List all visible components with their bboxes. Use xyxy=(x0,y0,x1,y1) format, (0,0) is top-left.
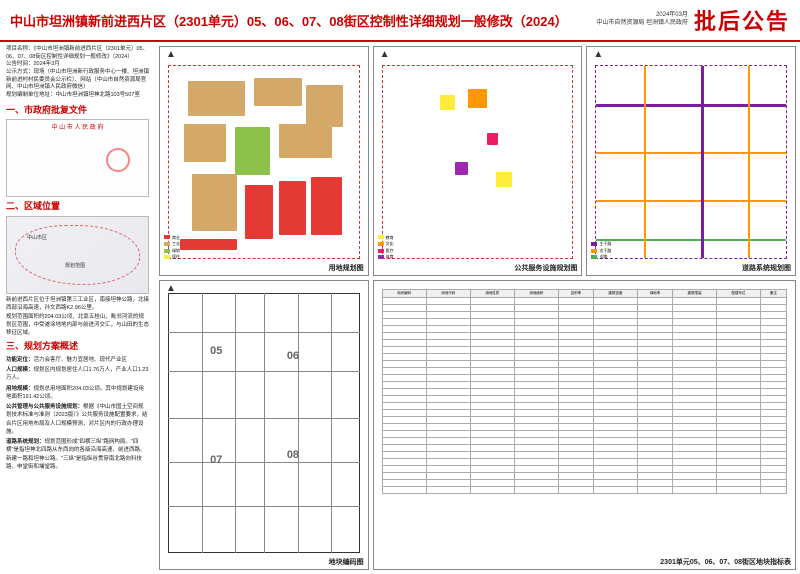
road-h xyxy=(596,104,786,107)
landuse-block xyxy=(254,78,301,107)
location-description: 新前进西片区位于坦洲镇第三工业区，南接坦神公路，北接西部沿海高速，孙文西路K2.… xyxy=(6,296,149,337)
doc-header: 中 山 市 人 民 政 府 xyxy=(7,120,148,132)
panel-roads: 主干路次干路支路 道路系统规划图 xyxy=(586,46,796,276)
landuse-block xyxy=(235,127,269,175)
map-label-area: 规划范围 xyxy=(65,263,85,270)
section-3-title: 三、规划方案概述 xyxy=(6,340,149,353)
panel-caption: 地块编码图 xyxy=(329,557,364,567)
panel-landuse: 商业工业绿地居住 用地规划图 xyxy=(159,46,369,276)
service-block xyxy=(487,133,498,145)
main-title: 中山市坦洲镇新前进西片区（2301单元）05、06、07、08街区控制性详细规划… xyxy=(10,11,596,30)
road-map xyxy=(595,65,787,259)
service-block xyxy=(440,95,455,110)
service-block xyxy=(468,89,487,108)
road-v xyxy=(644,66,646,258)
table: 地块编码用地代码用地性质用地面积容积率建筑密度绿地率建筑限高配建车位备注 xyxy=(382,289,787,494)
left-column: 项目名称：《中山市坦洲镇新前进西片区（2301单元）05、06、07、08街区控… xyxy=(0,42,155,574)
landuse-block xyxy=(311,177,341,235)
compass-icon xyxy=(378,51,392,65)
legend-row: 商业 xyxy=(164,235,214,241)
section-1-title: 一、市政府批复文件 xyxy=(6,104,149,117)
right-grid: 商业工业绿地居住 用地规划图 教育文化医疗体育 公共服务设施规划图 主干路次干路… xyxy=(155,42,800,574)
index-table: 地块编码用地代码用地性质用地面积容积率建筑密度绿地率建筑限高配建车位备注 xyxy=(382,289,787,561)
location-map: 中山市区 规划范围 xyxy=(6,216,149,294)
header-meta: 2024年03月 中山市自然资源局 坦洲镇人民政府 xyxy=(596,12,688,28)
legend-row: 绿地 xyxy=(164,248,214,254)
landuse-block xyxy=(184,124,226,162)
panel-caption: 道路系统规划图 xyxy=(742,263,791,273)
panel-caption: 用地规划图 xyxy=(329,263,364,273)
pubserv-legend: 教育文化医疗体育 xyxy=(378,234,428,261)
panel-index-table: 地块编码用地代码用地性质用地面积容积率建筑密度绿地率建筑限高配建车位备注 xyxy=(373,280,796,570)
legend-row: 工业 xyxy=(164,241,214,247)
legend-row: 支路 xyxy=(591,254,641,260)
body: 项目名称：《中山市坦洲镇新前进西片区（2301单元）05、06、07、08街区控… xyxy=(0,42,800,574)
landuse-legend: 商业工业绿地居住 xyxy=(164,234,214,261)
landuse-block xyxy=(188,81,245,116)
panel-public-service: 教育文化医疗体育 公共服务设施规划图 xyxy=(373,46,583,276)
parcel-map: 05 06 07 08 xyxy=(168,293,360,553)
section-2-title: 二、区域位置 xyxy=(6,200,149,213)
service-block xyxy=(455,162,468,175)
landuse-map xyxy=(168,65,360,259)
parcel-grid xyxy=(168,293,360,553)
landuse-block xyxy=(279,181,306,235)
para-landarea: 用地规模：规划总用地面积204.03公顷。其中规划建设用地面积191.42公顷。 xyxy=(6,385,149,402)
panel-parcel-code: 05 06 07 08 地块编码图 xyxy=(159,280,369,570)
pubserv-map xyxy=(382,65,574,259)
announcement-badge: 批后公告 xyxy=(694,4,790,36)
para-function: 功能定位：活力会客厅、魅力宜居地、现代产业区 xyxy=(6,356,149,364)
service-block xyxy=(496,172,511,187)
header: 中山市坦洲镇新前进西片区（2301单元）05、06、07、08街区控制性详细规划… xyxy=(0,0,800,42)
parcel-05: 05 xyxy=(210,345,222,357)
legend-row: 教育 xyxy=(378,235,428,241)
meta-org: 中山市自然资源局 坦洲镇人民政府 xyxy=(596,20,688,28)
legend-row: 文化 xyxy=(378,241,428,247)
meta-date: 2024年03月 xyxy=(596,12,688,20)
legend-row: 体育 xyxy=(378,254,428,260)
landuse-block xyxy=(192,174,238,232)
landuse-block xyxy=(279,124,332,159)
legend-row: 次干路 xyxy=(591,248,641,254)
legend-row: 居住 xyxy=(164,254,214,260)
compass-icon xyxy=(164,51,178,65)
road-h xyxy=(596,152,786,154)
official-seal-icon xyxy=(106,148,130,172)
panel-caption: 2301单元05、06、07、08街区地块指标表 xyxy=(660,557,791,567)
para-public: 公共管理与公共服务设施规划：根据《中山市国土空间规划技术标准与准则（2023版）… xyxy=(6,403,149,436)
landuse-block xyxy=(306,85,344,127)
parcel-06: 06 xyxy=(287,350,299,362)
para-roads: 道路系统规划：规划范围形成"四横三纵"路网构局。"四横"是指坦神北四路从东西向的… xyxy=(6,438,149,471)
road-legend: 主干路次干路支路 xyxy=(591,240,641,261)
road-v xyxy=(748,66,750,258)
road-v xyxy=(701,66,704,258)
legend-row: 主干路 xyxy=(591,241,641,247)
parcel-08: 08 xyxy=(287,449,299,461)
legend-row: 医疗 xyxy=(378,248,428,254)
road-h xyxy=(596,200,786,202)
para-population: 人口规模：规划区内规划居住人口1.76万人，产业人口1.23万人。 xyxy=(6,366,149,383)
panel-caption: 公共服务设施规划图 xyxy=(514,263,577,273)
map-label-city: 中山市区 xyxy=(27,235,47,242)
landuse-block xyxy=(245,185,273,239)
compass-icon xyxy=(591,51,605,65)
approval-document: 中 山 市 人 民 政 府 xyxy=(6,119,149,197)
project-intro: 项目名称：《中山市坦洲镇新前进西片区（2301单元）05、06、07、08街区控… xyxy=(6,46,149,100)
parcel-07: 07 xyxy=(210,454,222,466)
